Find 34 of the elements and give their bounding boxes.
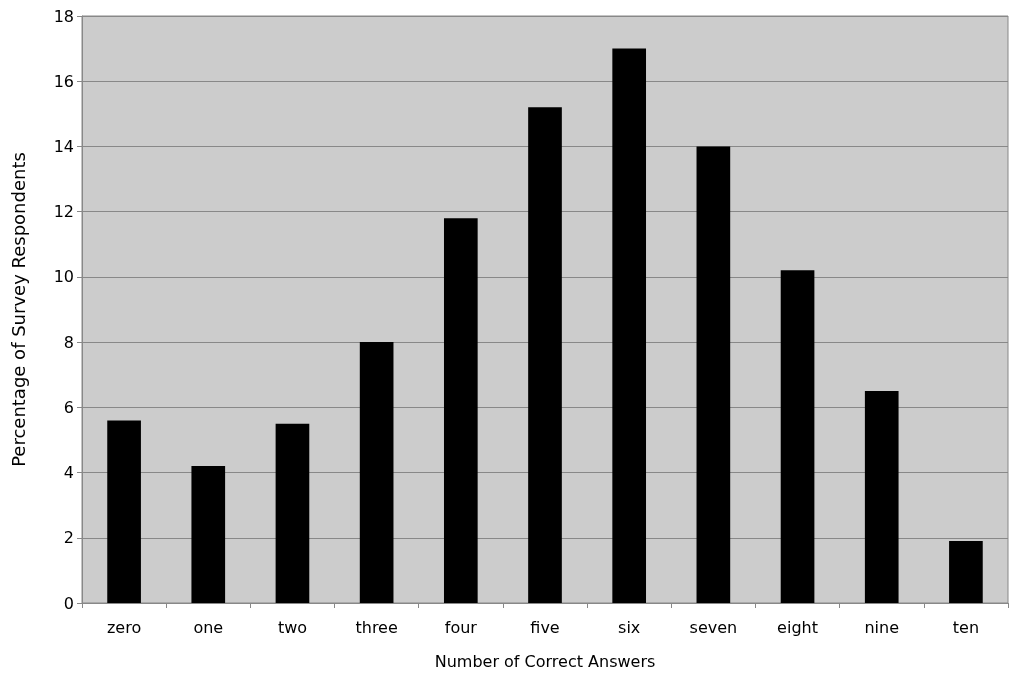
x-tick-label: five xyxy=(530,617,560,637)
x-tick-label: ten xyxy=(952,617,980,637)
x-tick-label: one xyxy=(193,617,224,637)
y-tick-label: 10 xyxy=(53,267,74,287)
y-tick-label: 16 xyxy=(53,71,74,91)
bar xyxy=(949,541,983,603)
bar xyxy=(528,107,562,603)
y-tick-label: 4 xyxy=(63,463,74,483)
y-tick-label: 2 xyxy=(63,528,74,548)
x-tick-label: eight xyxy=(777,617,818,637)
bar xyxy=(780,270,815,603)
y-tick-label: 14 xyxy=(53,136,74,156)
bar xyxy=(359,342,394,603)
x-axis-title: Number of Correct Answers xyxy=(434,651,656,671)
bar xyxy=(612,48,647,603)
bar xyxy=(864,391,899,603)
y-tick-label: 8 xyxy=(63,332,74,352)
y-tick-label: 12 xyxy=(53,202,74,222)
x-tick-label: nine xyxy=(864,617,900,637)
y-tick-label: 0 xyxy=(63,593,74,613)
bar xyxy=(275,423,310,603)
x-tick-label: seven xyxy=(689,617,738,637)
bar xyxy=(191,466,226,603)
x-tick-label: zero xyxy=(106,617,142,637)
x-tick-label: three xyxy=(355,617,398,637)
bar xyxy=(443,218,478,603)
y-tick-label: 6 xyxy=(63,397,74,417)
bar xyxy=(107,420,141,603)
x-tick-label: six xyxy=(618,617,641,637)
y-tick-label: 18 xyxy=(53,6,74,26)
bar xyxy=(696,146,731,603)
y-axis-title: Percentage of Survey Respondents xyxy=(7,152,29,467)
x-tick-label: two xyxy=(277,617,308,637)
x-tick-label: four xyxy=(444,617,478,637)
